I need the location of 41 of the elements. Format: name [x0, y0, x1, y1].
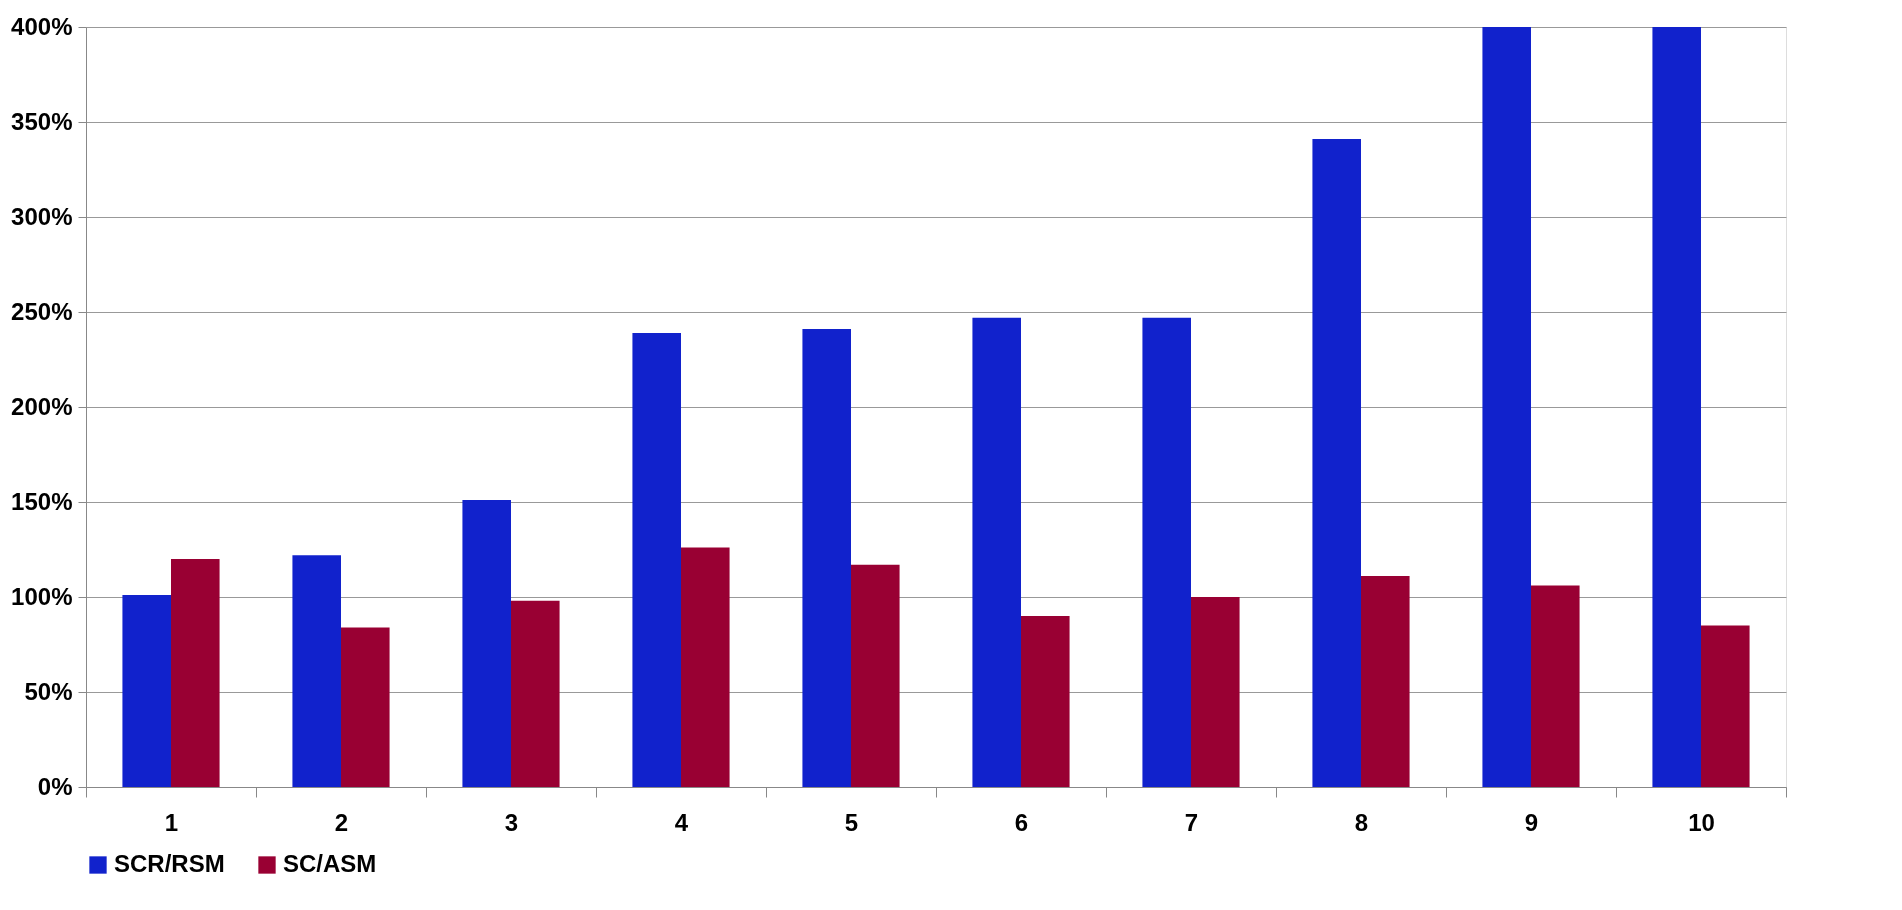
bar — [632, 332, 681, 787]
x-tick-label: 3 — [504, 808, 519, 836]
bar — [292, 555, 341, 787]
y-tick-label: 100% — [11, 582, 73, 610]
bar — [681, 547, 730, 787]
x-tick-label: 9 — [1524, 808, 1539, 836]
x-tick-label: 10 — [1688, 808, 1715, 836]
x-tick-label: 5 — [844, 808, 859, 836]
x-tick-label: 2 — [334, 808, 349, 836]
y-tick-label: 50% — [24, 677, 73, 705]
bar — [1142, 317, 1191, 787]
bar — [1021, 616, 1070, 787]
y-tick-label: 250% — [11, 297, 73, 325]
x-tick-label: 7 — [1184, 808, 1199, 836]
y-tick-label: 150% — [11, 487, 73, 515]
bar — [341, 627, 390, 787]
bar — [1361, 576, 1410, 787]
legend-label: SC/ASM — [283, 850, 377, 877]
bar — [1531, 585, 1580, 787]
y-tick-label: 200% — [11, 392, 73, 420]
bar — [171, 559, 220, 787]
x-tick-label: 4 — [674, 808, 689, 836]
bar — [511, 600, 560, 787]
bar — [1312, 139, 1361, 787]
y-tick-label: 0% — [37, 772, 73, 800]
legend-label: SCR/RSM — [114, 850, 225, 877]
bar — [1482, 27, 1531, 787]
x-tick-label: 1 — [164, 808, 179, 836]
y-tick-label: 400% — [11, 12, 73, 40]
bar — [122, 595, 171, 787]
y-tick-label: 350% — [11, 107, 73, 135]
bar — [1652, 27, 1701, 787]
bar — [802, 329, 851, 787]
x-tick-label: 6 — [1014, 808, 1029, 836]
bar — [462, 500, 511, 787]
bar — [851, 564, 900, 787]
y-tick-label: 300% — [11, 202, 73, 230]
bar — [1701, 625, 1750, 787]
bar — [1191, 597, 1240, 787]
x-tick-label: 8 — [1354, 808, 1369, 836]
bar — [972, 317, 1021, 787]
